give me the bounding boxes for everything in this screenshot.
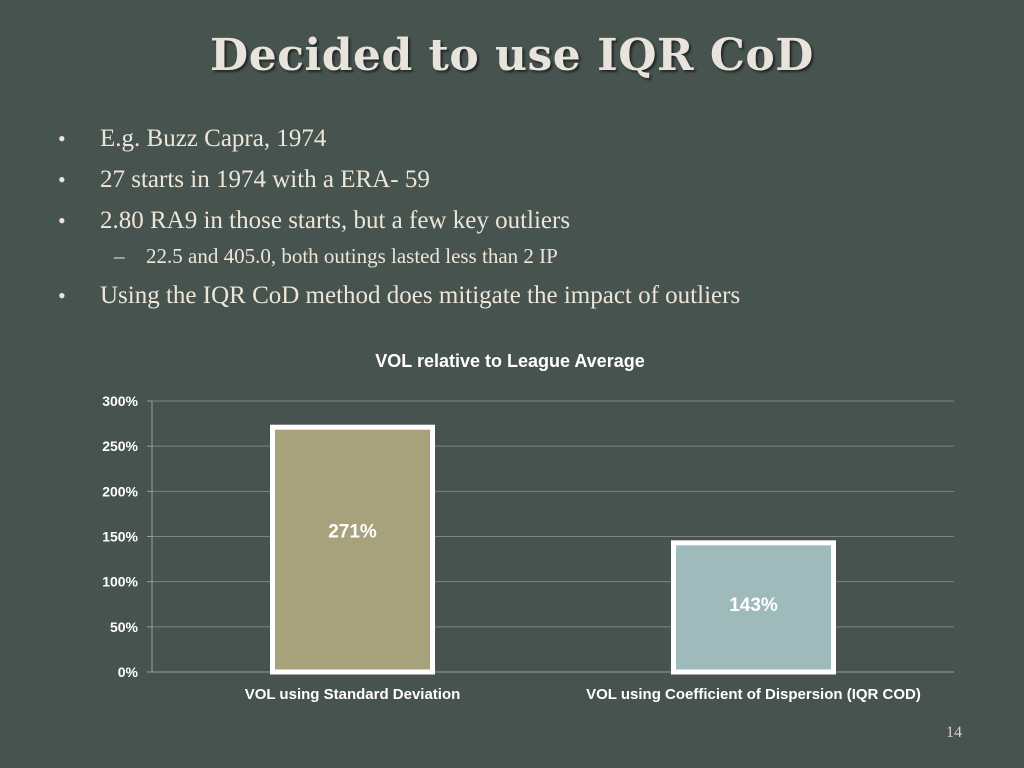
bullet-text: 27 starts in 1974 with a ERA- 59 bbox=[100, 166, 430, 193]
y-tick-label: 0% bbox=[118, 664, 139, 680]
bullet-text: 2.80 RA9 in those starts, but a few key … bbox=[100, 207, 571, 234]
y-tick-label: 300% bbox=[102, 393, 138, 409]
sub-bullet-text: 22.5 and 405.0, both outings lasted less… bbox=[146, 244, 558, 268]
bullet-item: • 2.80 RA9 in those starts, but a few ke… bbox=[58, 200, 998, 241]
y-tick-label: 200% bbox=[102, 483, 138, 499]
x-tick-label: VOL using Coefficient of Dispersion (IQR… bbox=[586, 686, 921, 703]
bullet-item: • E.g. Buzz Capra, 1974 bbox=[58, 118, 998, 159]
slide-number: 14 bbox=[946, 724, 962, 741]
bar bbox=[671, 540, 836, 675]
slide-title: Decided to use IQR CoD bbox=[210, 30, 814, 81]
bullet-marker: • bbox=[58, 167, 66, 192]
y-tick-label: 150% bbox=[102, 529, 138, 545]
bullet-item: • 27 starts in 1974 with a ERA- 59 bbox=[58, 159, 998, 200]
bullet-marker: • bbox=[58, 208, 66, 233]
sub-bullet-marker: – bbox=[114, 244, 125, 268]
bullet-marker: • bbox=[58, 283, 66, 308]
bullet-list: • E.g. Buzz Capra, 1974 • 27 starts in 1… bbox=[58, 118, 998, 316]
bullet-marker: • bbox=[58, 126, 66, 151]
chart-svg: 0% 50% 100% 150% 200% 250% 300% 271% VOL using S… bbox=[102, 393, 954, 703]
chart: VOL relative to League Average 0% 50% 100%… bbox=[80, 345, 960, 715]
bullet-text: Using the IQR CoD method does mitigate t… bbox=[100, 282, 741, 309]
bar bbox=[270, 424, 435, 675]
sub-bullet-item: – 22.5 and 405.0, both outings lasted le… bbox=[58, 239, 998, 273]
bullet-text: E.g. Buzz Capra, 1974 bbox=[100, 125, 327, 152]
data-label: 271% bbox=[328, 521, 377, 542]
y-tick-label: 100% bbox=[102, 574, 138, 590]
y-tick-label: 50% bbox=[110, 619, 139, 635]
data-label: 143% bbox=[729, 595, 778, 616]
y-tick-label: 250% bbox=[102, 438, 138, 454]
x-tick-label: VOL using Standard Deviation bbox=[245, 686, 461, 703]
bullet-item: • Using the IQR CoD method does mitigate… bbox=[58, 275, 998, 316]
chart-title: VOL relative to League Average bbox=[375, 351, 645, 371]
